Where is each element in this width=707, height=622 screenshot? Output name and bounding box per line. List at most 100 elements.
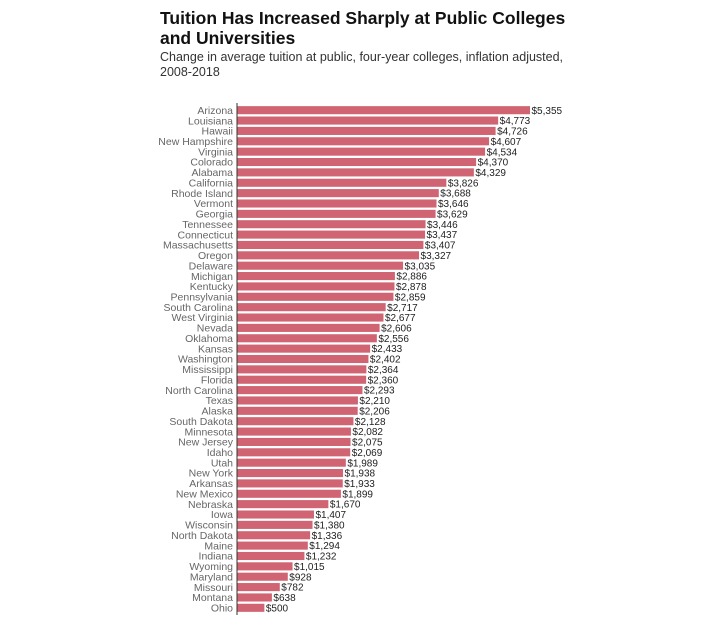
bar-texas — [237, 396, 358, 405]
category-label: Mississippi — [182, 364, 233, 376]
bar-georgia — [237, 209, 436, 218]
value-label: $782 — [281, 583, 304, 594]
value-label: $2,082 — [352, 427, 383, 438]
bar-virginia — [237, 147, 486, 156]
bar-hawaii — [237, 126, 496, 135]
category-label: Florida — [201, 374, 233, 386]
bar-wyoming — [237, 562, 293, 571]
category-label: Maryland — [190, 571, 233, 583]
value-label: $4,726 — [497, 127, 528, 138]
category-label: Minnesota — [185, 426, 234, 438]
value-label: $4,329 — [475, 168, 506, 179]
value-label: $1,938 — [345, 469, 376, 480]
bar-maine — [237, 541, 308, 550]
category-label: Kentucky — [190, 281, 234, 293]
value-label: $3,437 — [427, 230, 458, 241]
category-label: South Carolina — [164, 302, 234, 314]
value-label: $4,534 — [487, 147, 518, 158]
category-label: Virginia — [198, 146, 233, 158]
value-label: $2,859 — [395, 292, 426, 303]
category-label: Alabama — [192, 167, 234, 179]
category-label: Hawaii — [201, 126, 233, 138]
bar-california — [237, 178, 447, 187]
bar-nevada — [237, 323, 380, 332]
bar-arkansas — [237, 479, 343, 488]
category-label: Vermont — [194, 198, 233, 210]
bar-new-mexico — [237, 489, 341, 498]
category-label: Pennsylvania — [171, 292, 234, 304]
bar-minnesota — [237, 427, 351, 436]
bar-michigan — [237, 272, 395, 281]
bar-new-york — [237, 469, 344, 478]
bar-arizona — [237, 106, 530, 115]
category-label: Montana — [192, 592, 233, 604]
chart-title: Tuition Has Increased Sharply at Public … — [160, 8, 566, 48]
bar-delaware — [237, 261, 404, 270]
bar-wisconsin — [237, 520, 313, 529]
bar-tennessee — [237, 220, 426, 229]
category-label: Utah — [211, 457, 233, 469]
category-label: Nebraska — [188, 499, 233, 511]
bar-new-jersey — [237, 437, 351, 446]
category-label: Massachusetts — [163, 240, 233, 252]
value-label: $2,402 — [370, 355, 401, 366]
value-label: $1,015 — [294, 562, 325, 573]
value-label: $3,629 — [437, 209, 468, 220]
category-label: Arkansas — [189, 478, 233, 490]
category-label: Louisiana — [188, 115, 233, 127]
category-label: Washington — [178, 354, 233, 366]
category-label: Rhode Island — [171, 188, 233, 200]
bar-mississippi — [237, 365, 367, 374]
bar-idaho — [237, 448, 351, 457]
bar-massachusetts — [237, 240, 424, 250]
value-label: $1,294 — [309, 541, 340, 552]
bar-pennsylvania — [237, 292, 394, 301]
category-label: South Dakota — [169, 416, 233, 428]
category-label: New Mexico — [176, 488, 233, 500]
bar-washington — [237, 354, 369, 364]
bar-nebraska — [237, 500, 329, 509]
bar-iowa — [237, 510, 314, 519]
bar-utah — [237, 458, 346, 467]
bar-alabama — [237, 168, 474, 177]
category-label: Michigan — [191, 271, 233, 283]
bar-florida — [237, 375, 367, 384]
value-label: $4,370 — [478, 158, 509, 169]
category-label: Wyoming — [189, 561, 233, 573]
category-label: Ohio — [211, 603, 233, 615]
bar-maryland — [237, 572, 288, 581]
value-label: $2,606 — [381, 324, 412, 335]
chart-subtitle: Change in average tuition at public, fou… — [160, 50, 564, 79]
category-label: Tennessee — [182, 219, 233, 231]
value-label: $5,355 — [532, 106, 563, 117]
value-label: $2,364 — [368, 365, 399, 376]
value-label: $500 — [266, 603, 289, 614]
bar-new-hampshire — [237, 137, 490, 146]
value-label: $2,210 — [359, 396, 390, 407]
value-label: $1,899 — [342, 489, 373, 500]
value-label: $3,646 — [438, 199, 469, 210]
bar-louisiana — [237, 116, 499, 125]
category-label: Georgia — [196, 209, 234, 221]
category-label: Indiana — [199, 551, 234, 563]
category-label: Colorado — [190, 157, 233, 169]
category-label: Idaho — [207, 447, 233, 459]
category-label: Alaska — [201, 406, 233, 418]
category-label: Maine — [204, 540, 233, 552]
value-label: $3,446 — [427, 220, 458, 231]
value-label: $638 — [273, 593, 296, 604]
bar-kentucky — [237, 282, 395, 291]
bar-west-virginia — [237, 313, 384, 322]
value-label: $2,360 — [368, 375, 399, 386]
category-label: Kansas — [198, 343, 233, 355]
bar-north-dakota — [237, 531, 311, 540]
value-label: $4,773 — [500, 116, 531, 127]
value-label: $3,035 — [405, 261, 436, 272]
category-label: Oklahoma — [185, 333, 233, 345]
value-label: $3,688 — [440, 189, 471, 200]
bar-north-carolina — [237, 386, 363, 395]
category-label: West Virginia — [172, 312, 234, 324]
value-label: $3,327 — [421, 251, 452, 262]
category-label: California — [189, 177, 234, 189]
